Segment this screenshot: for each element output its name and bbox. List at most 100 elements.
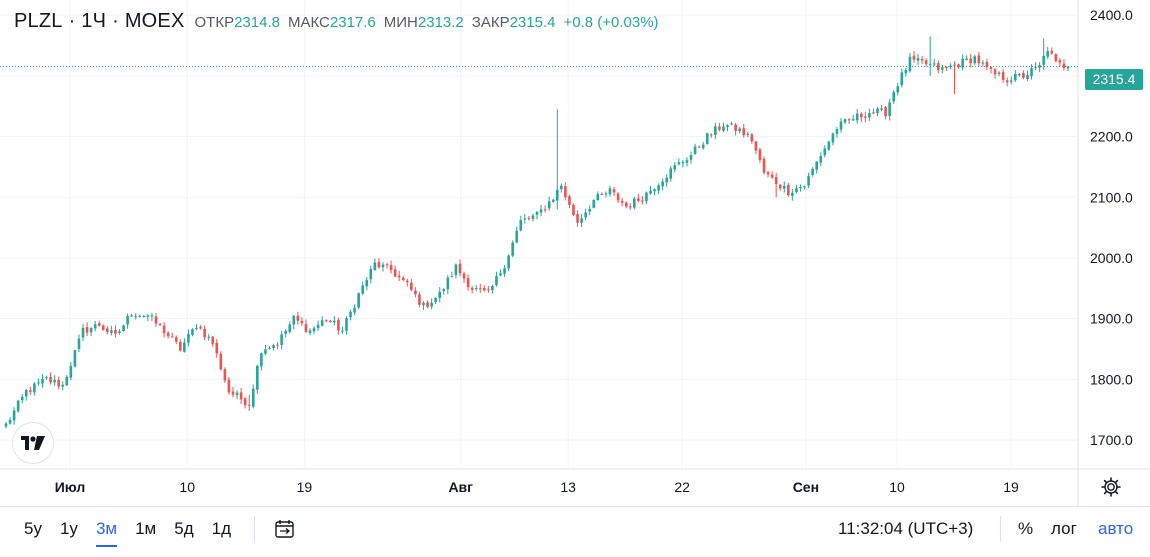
candle-up	[33, 382, 36, 396]
candle-body	[924, 60, 928, 65]
candle-body	[328, 320, 332, 322]
candle-up	[892, 90, 896, 105]
candle-down	[734, 122, 737, 136]
candle-down	[211, 335, 215, 347]
price-chart[interactable]: 2400.02300.02200.02100.02000.01900.01800…	[0, 0, 1150, 506]
candle-body	[77, 338, 81, 350]
candle-down	[859, 112, 863, 123]
candle-up	[365, 277, 369, 291]
interval-label[interactable]: 1Ч	[81, 10, 107, 32]
candle-body	[199, 326, 202, 329]
candle-up	[235, 390, 239, 400]
candle-body	[888, 102, 891, 116]
candle-up	[349, 309, 352, 321]
range-1d-button[interactable]: 1д	[211, 519, 231, 538]
candle-body	[438, 291, 442, 298]
candle-body	[296, 315, 300, 321]
candle-down	[985, 58, 989, 71]
candle-down	[397, 270, 401, 281]
range-5y-button[interactable]: 5у	[24, 519, 42, 538]
price-tick-label: 1900.0	[1090, 311, 1133, 327]
timezone-clock[interactable]: 11:32:04 (UTC+3)	[838, 519, 974, 538]
tradingview-logo[interactable]	[12, 422, 54, 464]
candle-up	[20, 393, 24, 404]
candle-down	[847, 118, 851, 125]
low-label: МИН	[383, 14, 418, 31]
log-scale-button[interactable]: лог	[1051, 519, 1077, 538]
candle-up	[807, 172, 810, 188]
candle-down	[300, 317, 304, 327]
range-3m-button[interactable]: 3м	[88, 517, 125, 547]
chart-settings-button[interactable]	[1098, 474, 1124, 500]
candle-up	[438, 286, 442, 303]
candle-body	[1054, 54, 1058, 61]
candle-down	[637, 193, 640, 203]
candle-up	[12, 407, 16, 425]
candle-body	[207, 336, 210, 338]
candle-body	[762, 158, 766, 173]
candle-body	[446, 277, 450, 290]
candle-body	[941, 67, 944, 70]
candle-down	[304, 319, 308, 334]
candle-up	[596, 191, 600, 201]
candle-body	[324, 320, 328, 322]
candle-body	[900, 72, 904, 86]
candle-body	[495, 276, 498, 286]
candle-up	[89, 326, 93, 337]
candle-down	[296, 311, 300, 325]
candle-body	[158, 323, 162, 325]
candle-up	[272, 343, 275, 351]
time-tick-label: 22	[674, 479, 690, 495]
candle-body	[1001, 71, 1005, 80]
candle-up	[430, 298, 433, 310]
candle-up	[888, 98, 891, 121]
candle-body	[693, 146, 697, 155]
candle-body	[450, 276, 454, 278]
auto-scale-button[interactable]: авто	[1098, 519, 1134, 538]
candle-body	[774, 177, 778, 185]
candle-up	[442, 287, 446, 295]
candle-up	[260, 352, 263, 371]
candle-body	[568, 196, 571, 205]
candle-up	[130, 313, 133, 317]
candle-body	[268, 347, 271, 349]
candle-body	[349, 311, 352, 318]
candle-up	[661, 178, 664, 191]
candle-body	[264, 349, 267, 354]
candle-up	[555, 109, 559, 210]
range-1y-button[interactable]: 1у	[59, 519, 78, 538]
candle-up	[588, 205, 591, 216]
candle-body	[191, 329, 194, 335]
candle-up	[256, 364, 259, 394]
candle-up	[1030, 64, 1033, 80]
time-axis[interactable]: Июл 10 19 Авг 13 22 Сен 10 19	[55, 479, 1019, 495]
price-tick-label: 2200.0	[1090, 129, 1133, 145]
percent-scale-button[interactable]: %	[1018, 519, 1034, 538]
candle-up	[653, 188, 656, 196]
range-5d-button[interactable]: 5д	[174, 519, 194, 538]
go-to-date-button[interactable]	[272, 517, 298, 541]
candle-down	[466, 274, 470, 291]
candle-up	[811, 167, 814, 177]
candle-down	[101, 324, 105, 331]
candle-body	[1009, 80, 1013, 82]
candle-body	[726, 125, 729, 128]
candle-up	[645, 191, 648, 205]
candle-body	[932, 63, 936, 65]
time-tick-label: 10	[179, 479, 195, 495]
candle-body	[624, 202, 628, 207]
candle-down	[758, 147, 762, 163]
candle-body	[203, 328, 206, 338]
symbol-name[interactable]: PLZL	[14, 10, 63, 32]
candle-down	[389, 260, 393, 274]
candle-body	[29, 390, 32, 392]
candle-body	[65, 376, 69, 386]
candle-body	[478, 288, 482, 290]
candle-up	[928, 36, 932, 76]
candle-up	[150, 312, 154, 322]
candle-up	[434, 297, 437, 305]
candle-body	[397, 275, 401, 278]
candle-up	[73, 349, 77, 368]
range-1m-button[interactable]: 1м	[135, 519, 157, 538]
